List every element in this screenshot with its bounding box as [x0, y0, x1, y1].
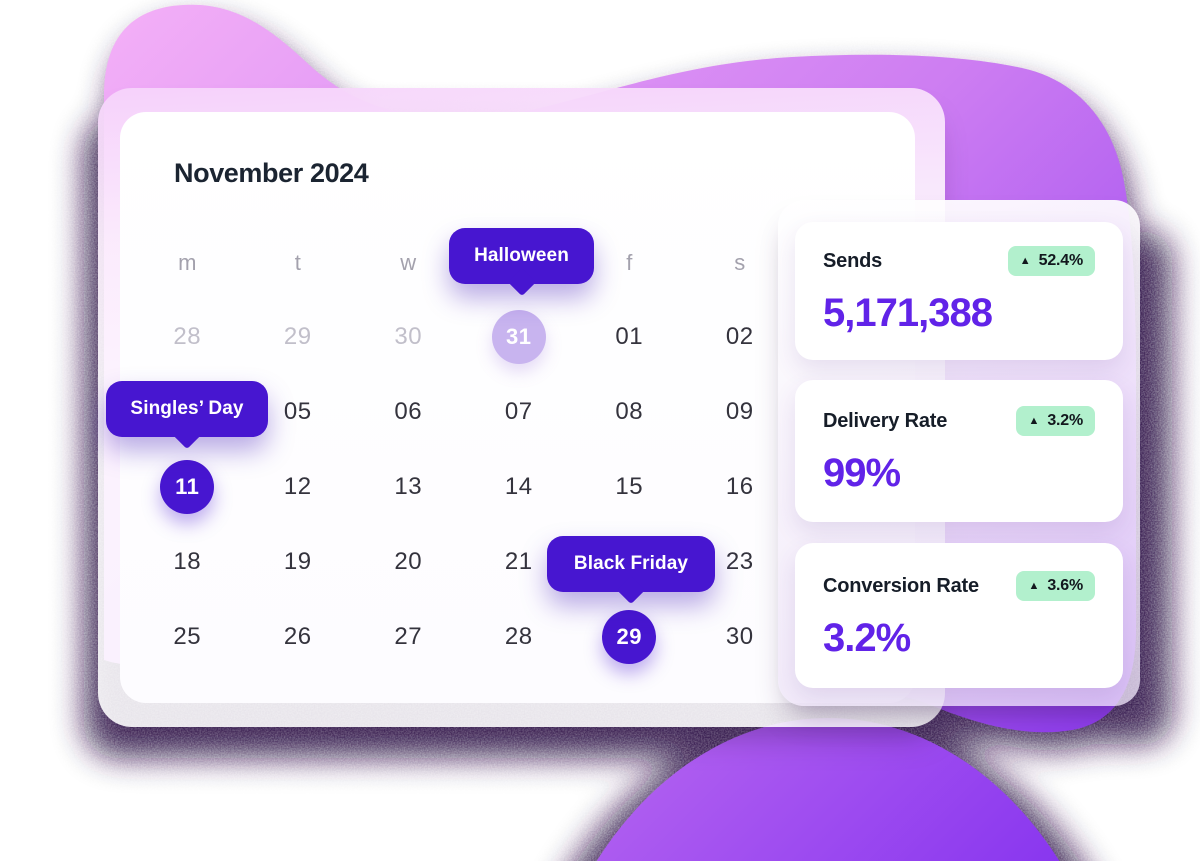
- weekday-header: s: [734, 250, 746, 275]
- week-row: 18 19 20 21 23: [132, 535, 795, 589]
- day-cell[interactable]: 15: [615, 473, 644, 500]
- calendar-title: November 2024: [174, 158, 369, 188]
- stat-card-conversion-rate: Conversion Rate ▲ 3.6% 3.2%: [795, 543, 1123, 688]
- up-arrow-icon: ▲: [1028, 414, 1040, 427]
- stats-panel: Sends ▲ 52.4% 5,171,388 Delivery Rate ▲ …: [778, 200, 1140, 706]
- day-cell[interactable]: 27: [394, 623, 423, 650]
- up-arrow-icon: ▲: [1028, 579, 1040, 592]
- day-cell[interactable]: 16: [725, 473, 754, 500]
- stat-card-delivery-rate: Delivery Rate ▲ 3.2% 99%: [795, 380, 1123, 522]
- trend-badge: ▲ 3.6%: [1016, 571, 1095, 601]
- day-cell[interactable]: 18: [173, 548, 202, 575]
- day-cell[interactable]: 30: [725, 623, 754, 650]
- event-badge-black-friday[interactable]: Black Friday: [547, 536, 715, 592]
- event-badge-singles-day[interactable]: Singles’ Day: [106, 381, 268, 437]
- trend-badge: ▲ 52.4%: [1007, 246, 1095, 276]
- day-cell[interactable]: 08: [615, 398, 644, 425]
- day-cell[interactable]: 11: [160, 460, 215, 514]
- day-cell[interactable]: 23: [725, 548, 754, 575]
- trend-badge: ▲ 3.2%: [1016, 406, 1095, 436]
- stat-card-title: Delivery Rate: [823, 409, 948, 432]
- week-row: 05 06 07 08 09: [132, 385, 795, 439]
- day-cell[interactable]: 31: [491, 310, 546, 364]
- day-cell[interactable]: 30: [394, 323, 423, 350]
- day-cell[interactable]: 09: [725, 398, 754, 425]
- stat-card-value: 5,171,388: [823, 291, 993, 335]
- day-cell[interactable]: 28: [504, 623, 533, 650]
- day-cell[interactable]: 01: [615, 323, 644, 350]
- day-cell[interactable]: 29: [283, 323, 312, 350]
- stat-card-value: 99%: [823, 451, 901, 495]
- day-cell[interactable]: 19: [283, 548, 312, 575]
- up-arrow-icon: ▲: [1019, 254, 1031, 267]
- day-cell[interactable]: 20: [394, 548, 423, 575]
- trend-value: 3.6%: [1047, 577, 1083, 594]
- weekday-header: f: [626, 250, 633, 275]
- day-cell[interactable]: 26: [283, 623, 312, 650]
- stat-card-title: Conversion Rate: [823, 574, 979, 597]
- day-cell[interactable]: 06: [394, 398, 423, 425]
- day-cell[interactable]: 21: [504, 548, 533, 575]
- stat-card-title: Sends: [823, 249, 883, 272]
- trend-value: 52.4%: [1038, 252, 1084, 269]
- trend-value: 3.2%: [1047, 412, 1083, 429]
- weekday-header: w: [400, 250, 417, 275]
- day-cell[interactable]: 07: [504, 398, 533, 425]
- weekday-header: m: [178, 250, 197, 275]
- week-row: 25 26 27 28 29 30: [132, 610, 795, 664]
- stat-card-sends: Sends ▲ 52.4% 5,171,388: [795, 222, 1123, 360]
- day-cell[interactable]: 28: [173, 323, 202, 350]
- week-row: 11 12 13 14 15 16: [132, 460, 795, 514]
- day-cell[interactable]: 29: [602, 610, 657, 664]
- week-row: 28 29 30 31 01 02: [132, 310, 795, 364]
- day-cell[interactable]: 12: [283, 473, 312, 500]
- day-cell[interactable]: 13: [394, 473, 423, 500]
- weekday-header: t: [294, 250, 301, 275]
- day-cell[interactable]: 25: [173, 623, 202, 650]
- day-cell[interactable]: 14: [504, 473, 533, 500]
- stat-card-value: 3.2%: [823, 616, 911, 660]
- day-cell[interactable]: 02: [725, 323, 754, 350]
- event-badge-halloween[interactable]: Halloween: [449, 228, 594, 284]
- day-cell[interactable]: 05: [283, 398, 312, 425]
